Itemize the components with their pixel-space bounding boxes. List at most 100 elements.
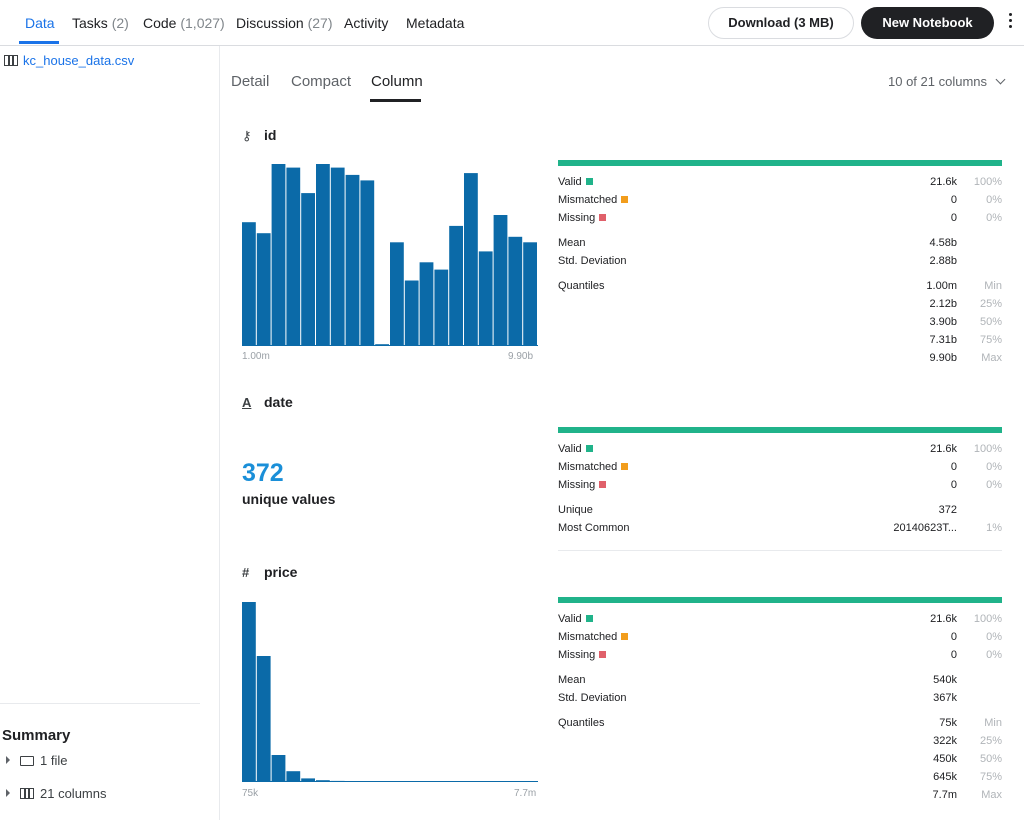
stat-value: 0 — [950, 479, 957, 491]
caret-right-icon — [6, 789, 10, 797]
stat-label: Mean — [558, 674, 586, 686]
stat-value: 322k — [933, 735, 957, 747]
column-count-dropdown[interactable]: 10 of 21 columns — [888, 74, 1006, 89]
histogram-bar[interactable] — [360, 180, 375, 346]
stat-mismatched: Mismatched 0 0% — [558, 629, 1002, 647]
new-notebook-button[interactable]: New Notebook — [861, 7, 994, 39]
stat-valid: Valid 21.6k 100% — [558, 441, 1002, 459]
stat-std: Std. Deviation 2.88b — [558, 253, 1002, 271]
view-tab-detail[interactable]: Detail — [231, 73, 270, 90]
column-name: price — [264, 564, 298, 580]
folder-icon — [20, 756, 34, 766]
missing-swatch — [599, 214, 607, 221]
tab-tasks[interactable]: Tasks (2) — [72, 15, 129, 31]
histogram-bar[interactable] — [478, 251, 493, 346]
summary-item-label: 1 file — [40, 753, 68, 768]
hist-x-max: 9.90b — [508, 351, 534, 362]
column-title-id: ⚷ id — [242, 127, 276, 144]
histogram-bar[interactable] — [256, 233, 271, 346]
histogram-bar[interactable] — [523, 242, 537, 346]
file-link[interactable]: kc_house_data.csv — [4, 53, 134, 68]
view-tab-column[interactable]: Column — [371, 73, 423, 90]
histogram-bar[interactable] — [256, 656, 271, 782]
histogram-bar[interactable] — [242, 222, 256, 346]
kebab-menu-icon[interactable] — [1004, 13, 1016, 33]
histogram-bar[interactable] — [301, 778, 315, 782]
stat-value: 7.7m — [932, 789, 957, 801]
histogram-bar[interactable] — [345, 174, 360, 346]
stat-label: Missing — [558, 479, 596, 491]
mismatched-swatch — [621, 633, 629, 640]
histogram-bar[interactable] — [242, 602, 256, 782]
tab-activity[interactable]: Activity — [344, 15, 388, 31]
hash-icon: # — [242, 565, 250, 580]
stat-mismatched: Mismatched 0 0% — [558, 459, 1002, 477]
histogram-bar[interactable] — [286, 771, 301, 782]
stat-label: Std. Deviation — [558, 692, 627, 704]
histogram-bar[interactable] — [419, 262, 434, 346]
histogram-bar[interactable] — [449, 225, 463, 346]
stat-valid: Valid 21.6k 100% — [558, 611, 1002, 629]
summary-item-files[interactable]: 1 file — [6, 753, 67, 768]
histogram-bar[interactable] — [301, 193, 315, 346]
histogram-bar[interactable] — [316, 164, 330, 346]
stat-value: 0 — [950, 649, 957, 661]
stat-value: 0 — [950, 461, 957, 473]
tab-code-count: (1,027) — [180, 15, 225, 31]
stat-label: Missing — [558, 649, 596, 661]
stat-tag: Max — [981, 789, 1002, 801]
tab-discussion[interactable]: Discussion (27) — [236, 15, 333, 31]
stat-label: Unique — [558, 504, 593, 516]
histogram-bar[interactable] — [493, 215, 508, 346]
table-icon — [4, 55, 18, 66]
stats-id: Valid 21.6k 100% Mismatched 0 0% Missing 0 0% … — [558, 160, 1002, 368]
active-tab-indicator — [19, 41, 59, 44]
tab-code[interactable]: Code (1,027) — [143, 15, 225, 31]
stat-tag: Min — [984, 717, 1002, 729]
stat-label: Quantiles — [558, 717, 605, 729]
histogram-bar[interactable] — [434, 269, 449, 346]
histogram-bar[interactable] — [508, 236, 523, 346]
stat-missing: Missing 0 0% — [558, 210, 1002, 228]
tab-data-label: Data — [25, 15, 55, 31]
histogram-bar[interactable] — [404, 280, 419, 347]
tab-data[interactable]: Data — [25, 15, 55, 31]
stat-pct: 100% — [973, 613, 1002, 625]
stat-value: 540k — [933, 674, 957, 686]
stat-pct: 0% — [986, 479, 1002, 491]
histogram-price — [242, 602, 538, 782]
stat-valid: Valid 21.6k 100% — [558, 174, 1002, 192]
stat-quantile-25: 322k 25% — [558, 733, 1002, 751]
histogram-bar[interactable] — [271, 755, 286, 782]
tab-metadata-label: Metadata — [406, 15, 465, 31]
stat-label: Mismatched — [558, 194, 618, 206]
stat-std: Std. Deviation 367k — [558, 690, 1002, 708]
stat-label: Valid — [558, 613, 582, 625]
stat-pct: 1% — [986, 522, 1002, 534]
download-button[interactable]: Download (3 MB) — [708, 7, 854, 39]
histogram-bar[interactable] — [271, 164, 286, 346]
tab-metadata[interactable]: Metadata — [406, 15, 464, 31]
histogram-bar[interactable] — [390, 242, 404, 346]
stat-value: 450k — [933, 753, 957, 765]
tab-tasks-count: (2) — [111, 15, 129, 31]
stat-value: 1.00m — [926, 280, 957, 292]
stat-tag: 50% — [979, 753, 1002, 765]
stat-value: 367k — [933, 692, 957, 704]
histogram-bar[interactable] — [286, 167, 301, 346]
histogram-bar[interactable] — [330, 167, 345, 346]
stat-most-common: Most Common 20140623T... 1% — [558, 520, 1002, 538]
key-icon: ⚷ — [242, 128, 252, 143]
histogram-bar[interactable] — [464, 173, 478, 346]
view-tab-compact[interactable]: Compact — [291, 73, 352, 90]
histogram-id — [242, 164, 538, 346]
sidebar-divider — [0, 703, 200, 704]
stat-tag: 25% — [979, 735, 1002, 747]
string-icon: A — [242, 395, 252, 410]
hist-x-max: 7.7m — [514, 788, 537, 799]
valid-bar — [558, 160, 1002, 166]
stat-quantile-max: 7.7m Max — [558, 787, 1002, 805]
stat-value: 2.88b — [929, 255, 957, 267]
summary-item-columns[interactable]: 21 columns — [6, 786, 106, 801]
